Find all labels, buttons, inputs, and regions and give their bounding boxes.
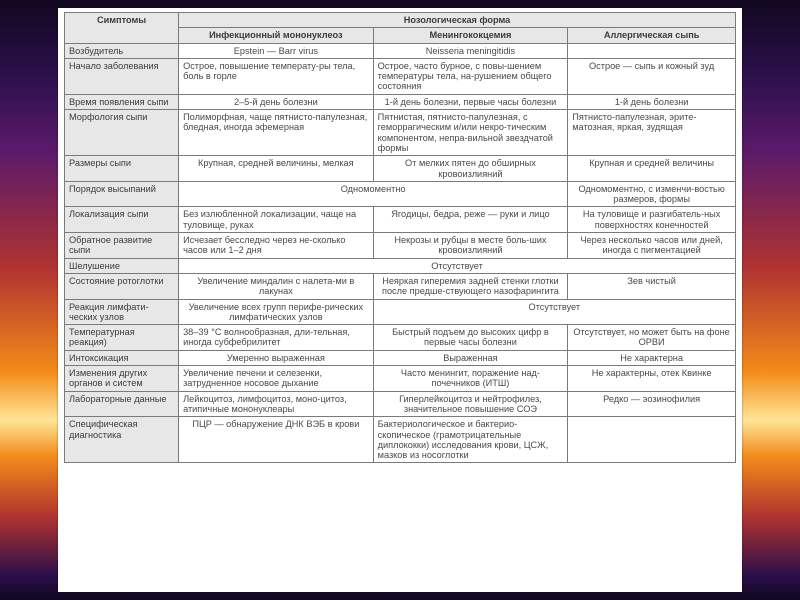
table-row: Локализация сыпиБез излюбленной локализа… [65, 207, 736, 233]
row-label: Состояние ротоглотки [65, 273, 179, 299]
table-row: Начало заболеванияОстрое, повышение темп… [65, 58, 736, 94]
row-label: Шелушение [65, 258, 179, 273]
row-label: Возбудитель [65, 43, 179, 58]
table-cell: Одномоментно [179, 181, 568, 207]
table-cell [568, 43, 736, 58]
table-cell: Умеренно выраженная [179, 350, 374, 365]
table-cell: Neisseria meningitidis [373, 43, 568, 58]
table-cell: На туловище и разгибатель-ных поверхност… [568, 207, 736, 233]
col-mening: Менингококцемия [373, 28, 568, 43]
table-cell: ПЦР — обнаружение ДНК ВЭБ в крови [179, 417, 374, 463]
table-row: Состояние ротоглоткиУвеличение миндалин … [65, 273, 736, 299]
table-row: Время появления сыпи2–5-й день болезни1-… [65, 94, 736, 109]
row-label: Начало заболевания [65, 58, 179, 94]
table-cell: Крупная, средней величины, мелкая [179, 156, 374, 182]
table-row: ВозбудительEpstein — Barr virusNeisseria… [65, 43, 736, 58]
table-cell: Быстрый подъем до высоких цифр в первые … [373, 325, 568, 351]
table-cell: Острое, повышение температу-ры тела, бол… [179, 58, 374, 94]
table-row: ИнтоксикацияУмеренно выраженнаяВыраженна… [65, 350, 736, 365]
table-cell: Часто менингит, поражение над-почечников… [373, 366, 568, 392]
table-cell: 2–5-й день болезни [179, 94, 374, 109]
table-cell: 1-й день болезни, первые часы болезни [373, 94, 568, 109]
table-cell: Некрозы и рубцы в месте боль-ших кровоиз… [373, 233, 568, 259]
row-label: Лабораторные данные [65, 391, 179, 417]
row-label: Специфическая диагностика [65, 417, 179, 463]
table-row: Обратное развитие сыпиИсчезает бесследно… [65, 233, 736, 259]
row-label: Интоксикация [65, 350, 179, 365]
table-cell: Увеличение печени и селезенки, затруднен… [179, 366, 374, 392]
row-label: Изменения других органов и систем [65, 366, 179, 392]
table-cell: Исчезает бесследно через не-сколько часо… [179, 233, 374, 259]
table-cell: Через несколько часов или дней, иногда с… [568, 233, 736, 259]
row-label: Температурная реакция) [65, 325, 179, 351]
col-allergy: Аллергическая сыпь [568, 28, 736, 43]
col-mono: Инфекционный мононуклеоз [179, 28, 374, 43]
table-cell: Отсутствует [373, 299, 735, 325]
table-row: Изменения других органов и системУвеличе… [65, 366, 736, 392]
table-cell: От мелких пятен до обширных кровоизлияни… [373, 156, 568, 182]
table-row: ШелушениеОтсутствует [65, 258, 736, 273]
table-cell: Острое, часто бурное, с повы-шением темп… [373, 58, 568, 94]
table-cell: Острое — сыпь и кожный зуд [568, 58, 736, 94]
table-cell: Неяркая гиперемия задней стенки глотки п… [373, 273, 568, 299]
table-cell: Лейкоцитоз, лимфоцитоз, моно-цитоз, атип… [179, 391, 374, 417]
table-cell: Увеличение всех групп перифе-рических ли… [179, 299, 374, 325]
table-cell: Одномоментно, с изменчи-востью размеров,… [568, 181, 736, 207]
table-cell: Пятнисто-папулезная, эрите-матозная, ярк… [568, 110, 736, 156]
table-cell: Не характерна [568, 350, 736, 365]
row-label: Обратное развитие сыпи [65, 233, 179, 259]
table-cell [568, 417, 736, 463]
table-row: Размеры сыпиКрупная, средней величины, м… [65, 156, 736, 182]
row-label: Время появления сыпи [65, 94, 179, 109]
table-cell: Полиморфная, чаще пятнисто-папулезная, б… [179, 110, 374, 156]
table-row: Морфология сыпиПолиморфная, чаще пятнист… [65, 110, 736, 156]
table-row: Порядок высыпанийОдномоментноОдномоментн… [65, 181, 736, 207]
table-cell: Пятнистая, пятнисто-папулезная, с геморр… [373, 110, 568, 156]
table-container: Симптомы Нозологическая форма Инфекционн… [58, 8, 742, 592]
row-label: Морфология сыпи [65, 110, 179, 156]
table-cell: Зев чистый [568, 273, 736, 299]
table-row: Лабораторные данныеЛейкоцитоз, лимфоцито… [65, 391, 736, 417]
col-symptoms: Симптомы [65, 13, 179, 44]
table-cell: Epstein — Barr virus [179, 43, 374, 58]
table-cell: Редко — эозинофилия [568, 391, 736, 417]
col-group-title: Нозологическая форма [179, 13, 736, 28]
table-cell: Не характерны, отек Квинке [568, 366, 736, 392]
table-cell: Без излюбленной локализации, чаще на тул… [179, 207, 374, 233]
table-row: Специфическая диагностикаПЦР — обнаружен… [65, 417, 736, 463]
table-body: ВозбудительEpstein — Barr virusNeisseria… [65, 43, 736, 463]
row-label: Реакция лимфати-ческих узлов [65, 299, 179, 325]
table-row: Температурная реакция)38–39 °C волнообра… [65, 325, 736, 351]
table-cell: 1-й день болезни [568, 94, 736, 109]
diagnostic-table: Симптомы Нозологическая форма Инфекционн… [64, 12, 736, 463]
table-cell: 38–39 °C волнообразная, дли-тельная, ино… [179, 325, 374, 351]
table-cell: Ягодицы, бедра, реже — руки и лицо [373, 207, 568, 233]
row-label: Размеры сыпи [65, 156, 179, 182]
table-header: Симптомы Нозологическая форма Инфекционн… [65, 13, 736, 44]
table-cell: Отсутствует [179, 258, 736, 273]
table-cell: Увеличение миндалин с налета-ми в лакуна… [179, 273, 374, 299]
table-cell: Выраженная [373, 350, 568, 365]
table-cell: Бактериологическое и бактерио-скопическо… [373, 417, 568, 463]
row-label: Порядок высыпаний [65, 181, 179, 207]
table-cell: Отсутствует, но может быть на фоне ОРВИ [568, 325, 736, 351]
table-cell: Гиперлейкоцитоз и нейтрофилез, значитель… [373, 391, 568, 417]
row-label: Локализация сыпи [65, 207, 179, 233]
table-cell: Крупная и средней величины [568, 156, 736, 182]
table-row: Реакция лимфати-ческих узловУвеличение в… [65, 299, 736, 325]
